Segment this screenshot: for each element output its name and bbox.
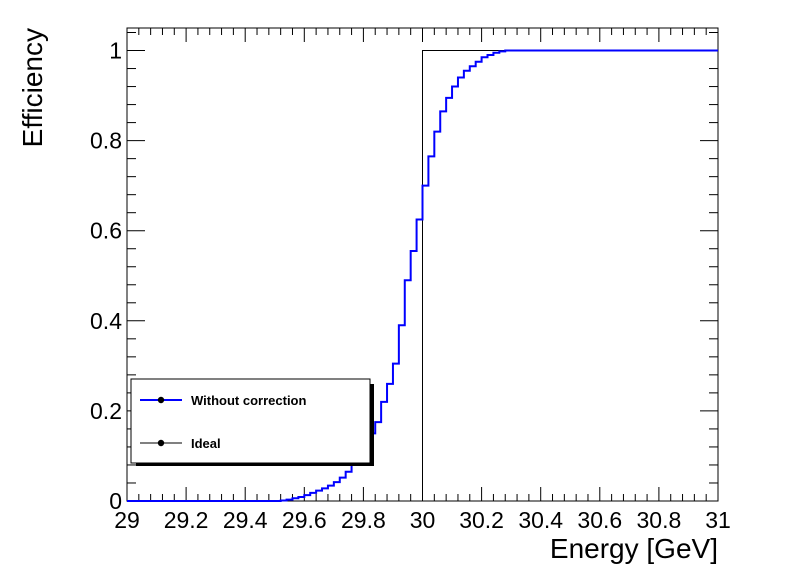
y-tick-labels: 0 0.2 0.4 0.6 0.8 1 — [90, 38, 122, 514]
x-tick-label: 29.6 — [282, 507, 327, 533]
x-tick-label: 29.8 — [341, 507, 386, 533]
legend-marker-without-correction — [157, 396, 165, 404]
x-tick-label: 30.4 — [518, 507, 563, 533]
x-tick-label: 29.2 — [164, 507, 209, 533]
x-tick-label: 30.6 — [577, 507, 622, 533]
y-tick-label: 0 — [109, 488, 122, 514]
x-tick-label: 30.8 — [637, 507, 682, 533]
legend-box — [130, 378, 371, 464]
legend-label-without-correction: Without correction — [191, 393, 306, 408]
x-tick-label: 30.2 — [459, 507, 504, 533]
x-tick-label: 31 — [705, 507, 731, 533]
y-tick-label: 0.8 — [90, 128, 122, 154]
y-tick-label: 0.4 — [90, 308, 122, 334]
legend-marker-ideal — [157, 439, 165, 447]
x-axis-title: Energy [GeV] — [550, 533, 718, 564]
axis-ticks — [126, 28, 719, 502]
x-tick-label: 29.4 — [223, 507, 268, 533]
y-tick-label: 0.6 — [90, 218, 122, 244]
x-tick-labels: 29 29.2 29.4 29.6 29.8 30 30.2 30.4 30.6 30.8 31 — [114, 507, 731, 533]
legend: Without correction Ideal — [130, 378, 374, 466]
without-correction-step-line — [127, 49, 718, 502]
y-tick-label: 1 — [109, 38, 122, 64]
y-axis-title: Efficiency — [17, 28, 48, 147]
y-tick-label: 0.2 — [90, 398, 122, 424]
x-tick-label: 29 — [114, 507, 140, 533]
x-tick-label: 30 — [410, 507, 436, 533]
legend-label-ideal: Ideal — [191, 436, 221, 451]
